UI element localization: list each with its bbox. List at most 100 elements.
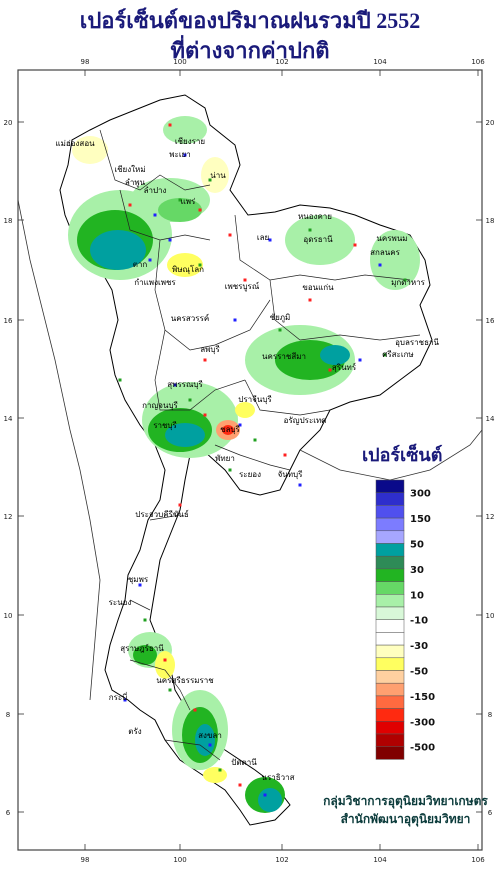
station-marker: [148, 258, 152, 262]
lon-tick-label: 106: [471, 856, 485, 864]
map-title: เปอร์เซ็นต์ของปริมาณฝนรวมปี 2552: [79, 8, 421, 33]
lat-tick-label: 14: [486, 415, 495, 423]
province-label: สุรินทร์: [332, 362, 357, 372]
legend-label: 50: [410, 540, 424, 551]
station-marker: [178, 503, 182, 507]
province-label: ราชบุรี: [153, 421, 177, 430]
station-marker: [383, 353, 387, 357]
province-label: สงขลา: [198, 731, 222, 740]
province-label: เชียงราย: [175, 137, 205, 146]
lat-tick-label: 8: [6, 711, 10, 719]
lon-tick-label: 106: [471, 58, 485, 66]
province-label: ลพบุรี: [200, 345, 220, 354]
station-marker: [378, 263, 382, 267]
legend-swatch: [375, 670, 405, 684]
legend-swatch: [375, 543, 405, 557]
legend-swatch: [375, 555, 405, 570]
station-marker: [118, 378, 122, 382]
lat-tick-label: 8: [488, 711, 492, 719]
province-label: สุราษฎร์ธานี: [120, 643, 164, 653]
lon-tick-label: 104: [373, 58, 387, 66]
province-label: ชัยภูมิ: [270, 313, 291, 323]
station-marker: [163, 658, 167, 662]
station-marker: [203, 413, 207, 417]
lat-tick-label: 6: [488, 809, 493, 817]
station-marker: [208, 743, 212, 747]
lat-tick-label: 16: [486, 317, 495, 325]
station-marker: [198, 263, 202, 267]
province-labels: แม่ฮ่องสอน เชียงรายพะเยาเชียงใหม่ลำพูนลำป…: [55, 137, 439, 782]
neighbor-outline-east: [299, 429, 483, 481]
station-marker: [228, 468, 232, 472]
legend-swatch: [375, 530, 405, 544]
station-marker: [143, 618, 147, 622]
lat-tick-label: 16: [4, 317, 13, 325]
map-subtitle: ที่ต่างจากค่าปกติ: [170, 38, 330, 63]
province-label: ชลบุรี: [220, 425, 240, 434]
province-label: กาญจนบุรี: [142, 401, 178, 410]
legend-swatch: [375, 479, 405, 493]
lon-tick-label: 100: [173, 58, 186, 66]
legend-swatch: [375, 644, 405, 659]
legend-label: -50: [410, 667, 428, 678]
station-marker: [238, 783, 242, 787]
station-marker: [278, 328, 282, 332]
station-marker: [168, 123, 172, 127]
province-label: หนองคาย: [298, 212, 332, 221]
station-marker: [203, 358, 207, 362]
lat-tick-label: 10: [4, 612, 13, 620]
neighbor-outline: [17, 199, 101, 701]
province-label: นครศรีธรรมราช: [156, 676, 214, 685]
legend-swatch: [375, 619, 405, 633]
province-label: แพร่: [181, 197, 196, 206]
legend-label: -150: [410, 692, 435, 703]
legend-swatch: [375, 682, 405, 697]
station-marker: [168, 238, 172, 242]
province-label: นครสวรรค์: [171, 313, 209, 323]
province-label: พิษณุโลก: [172, 264, 204, 274]
province-label: นราธิวาส: [261, 773, 294, 782]
station-marker: [263, 793, 267, 797]
lon-tick-label: 98: [81, 58, 90, 66]
province-label: น่าน: [210, 171, 226, 180]
legend-label: -500: [410, 743, 435, 754]
province-label: กระบี่: [109, 691, 128, 702]
station-marker: [173, 383, 177, 387]
legend-label: 10: [410, 590, 424, 601]
province-label: เชียงใหม่: [114, 165, 145, 174]
province-label: กำแพงเพชร: [134, 278, 176, 287]
province-borders: [99, 129, 421, 761]
station-marker: [178, 198, 182, 202]
station-marker: [243, 278, 247, 282]
station-marker: [208, 178, 212, 182]
station-marker: [283, 453, 287, 457]
legend-title: เปอร์เซ็นต์: [362, 445, 443, 465]
province-label: ลำพูน: [125, 178, 146, 188]
legend-swatch: [375, 733, 405, 747]
lat-tick-label: 20: [486, 119, 495, 127]
legend-swatch: [375, 708, 405, 722]
lon-tick-label: 102: [275, 58, 288, 66]
province-label: ตาก: [133, 260, 148, 269]
province-label: ลำปาง: [144, 186, 167, 195]
station-marker: [253, 438, 257, 442]
station-marker: [353, 243, 357, 247]
station-marker: [138, 583, 142, 587]
station-marker: [123, 698, 127, 702]
province-label: ประจวบคีรีขันธ์: [135, 509, 189, 519]
province-label: ระยอง: [239, 470, 261, 479]
lat-tick-label: 18: [486, 217, 495, 225]
province-label: ศรีสะเกษ: [382, 350, 413, 359]
lon-tick-label: 104: [373, 856, 387, 864]
station-marker: [228, 233, 232, 237]
legend-swatch: [375, 657, 405, 671]
legend-swatch: [375, 594, 405, 608]
legend-swatch: [375, 517, 405, 532]
station-marker: [308, 298, 312, 302]
province-label: อุดรธานี: [303, 235, 333, 244]
legend-swatch: [375, 581, 405, 595]
province-label: จันทบุรี: [278, 470, 304, 479]
station-marker: [168, 688, 172, 692]
